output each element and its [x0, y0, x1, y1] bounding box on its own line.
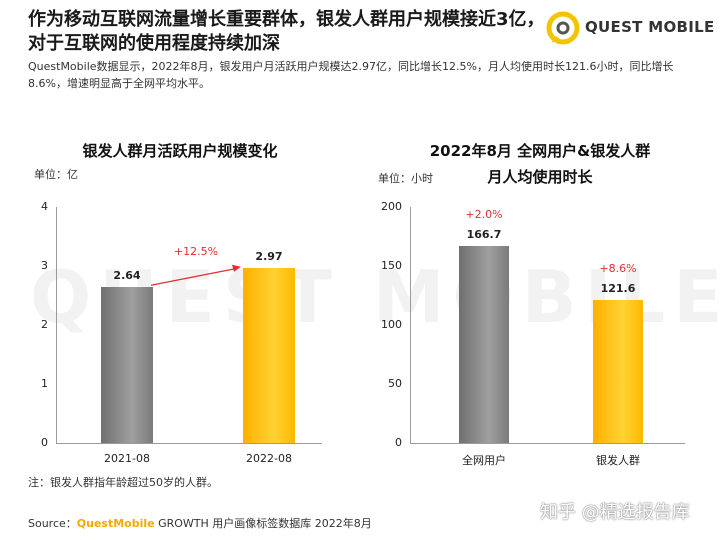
zhihu-watermark: 知乎 @精选报告库 [540, 502, 690, 523]
page-headline: 作为移动互联网流量增长重要群体，银发人群用户规模接近3亿，对于互联网的使用程度持… [28, 9, 545, 54]
chart1-unit-label: 单位：亿 [34, 168, 78, 181]
quest-mobile-logo-icon [546, 11, 580, 45]
chart2-growth-label: +2.0% [465, 208, 503, 222]
quest-mobile-logo: QUEST MOBILE [545, 10, 714, 46]
source-rest: GROWTH 用户画像标签数据库 2022年8月 [154, 517, 372, 530]
source-line: Source：QuestMobile GROWTH 用户画像标签数据库 2022… [28, 515, 372, 531]
summary-text: QuestMobile数据显示，2022年8月，银发用户月活跃用户规模达2.97… [28, 60, 674, 90]
chart1-ytick-label: 4 [41, 200, 48, 213]
chart2-ytick-label: 50 [388, 377, 402, 390]
footnote: 注：银发人群指年龄超过50岁的人群。 [28, 476, 218, 489]
chart1-category-label: 2022-08 [246, 452, 292, 465]
quest-mobile-logo-text: QUEST MOBILE [585, 18, 715, 36]
chart2-category-label: 银发人群 [596, 454, 640, 467]
source-prefix: Source： [28, 517, 77, 530]
chart2-title-line1: 2022年8月 全网用户&银发人群 [429, 142, 651, 160]
background-watermark: QUEST MOBILE [30, 255, 720, 339]
chart1-ytick-label: 1 [41, 377, 48, 390]
chart2-category-label: 全网用户 [462, 454, 506, 467]
chart2-ytick-label: 0 [395, 436, 402, 449]
chart2-x-axis [410, 443, 685, 444]
chart1-ytick-label: 0 [41, 436, 48, 449]
chart1-title: 银发人群月活跃用户规模变化 [82, 142, 278, 160]
chart2-unit-label: 单位：小时 [378, 172, 433, 185]
chart1-category-label: 2021-08 [104, 452, 150, 465]
chart2-ytick-label: 200 [381, 200, 402, 213]
chart2-title-line2: 月人均使用时长 [487, 168, 593, 186]
chart1-x-axis [56, 443, 322, 444]
chart2-value-label: 166.7 [466, 228, 502, 242]
source-brand: QuestMobile [76, 517, 155, 530]
